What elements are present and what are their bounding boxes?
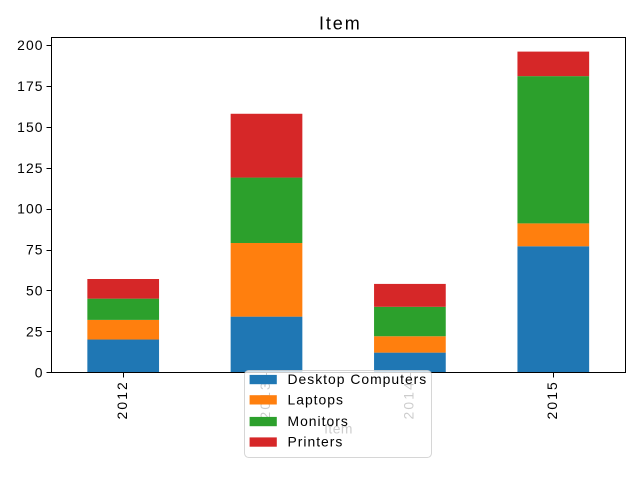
svg-text:175: 175 (17, 78, 43, 94)
svg-text:Printers: Printers (288, 434, 344, 450)
svg-text:150: 150 (17, 119, 43, 135)
svg-text:2012: 2012 (114, 380, 130, 419)
svg-text:100: 100 (17, 201, 43, 217)
svg-text:Item: Item (319, 14, 362, 34)
svg-text:125: 125 (17, 160, 43, 176)
svg-text:50: 50 (26, 282, 44, 298)
svg-text:Laptops: Laptops (288, 392, 344, 408)
svg-text:Desktop Computers: Desktop Computers (288, 371, 428, 387)
svg-text:75: 75 (26, 242, 44, 258)
svg-text:2015: 2015 (544, 380, 560, 419)
svg-text:25: 25 (26, 323, 44, 339)
svg-text:Monitors: Monitors (288, 413, 349, 429)
svg-text:0: 0 (35, 364, 44, 380)
svg-text:200: 200 (17, 37, 43, 53)
